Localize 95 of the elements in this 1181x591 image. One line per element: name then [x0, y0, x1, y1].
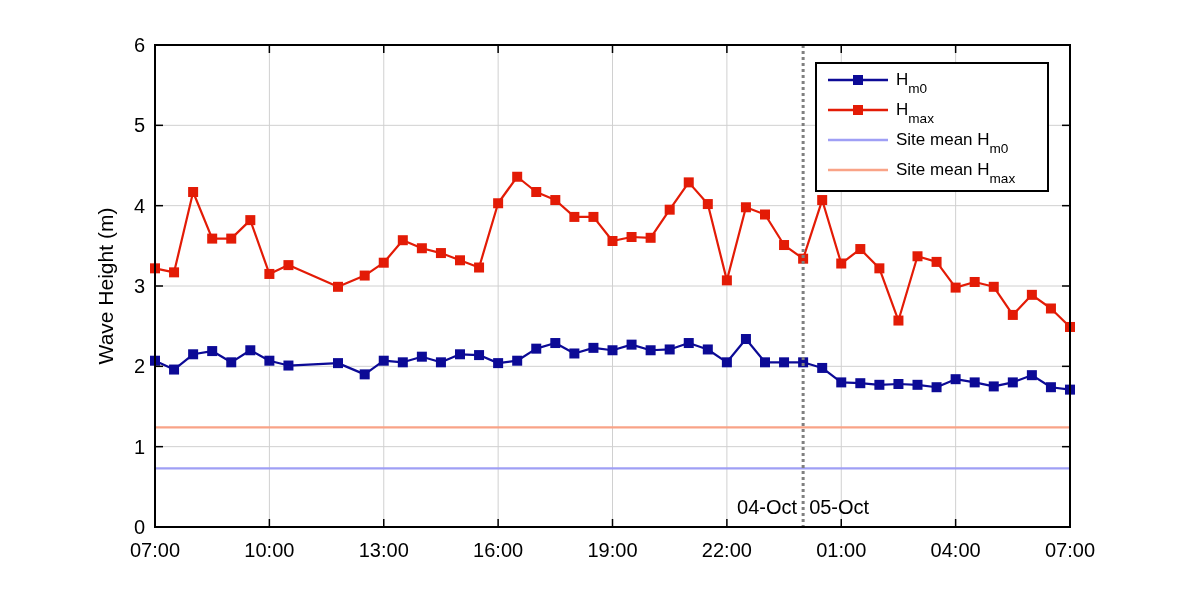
point: [836, 377, 847, 388]
annotation: 04-Oct: [737, 496, 798, 518]
point: [1026, 370, 1037, 381]
point: [740, 334, 751, 345]
point: [378, 355, 389, 366]
point: [569, 211, 580, 222]
point: [397, 235, 408, 246]
point: [378, 257, 389, 268]
point: [779, 240, 790, 251]
point: [893, 315, 904, 326]
point: [435, 248, 446, 259]
point: [474, 350, 485, 361]
y-tick-label: 0: [133, 516, 145, 538]
point: [912, 251, 923, 262]
point: [683, 177, 694, 188]
point: [626, 339, 637, 350]
point: [435, 357, 446, 368]
y-tick-label: 6: [133, 34, 145, 56]
point: [416, 351, 427, 362]
point: [359, 369, 370, 380]
point: [969, 276, 980, 287]
point: [912, 379, 923, 390]
point: [416, 243, 427, 254]
point: [874, 379, 885, 390]
point: [760, 209, 770, 220]
point: [512, 171, 523, 182]
point: [760, 357, 770, 368]
point: [855, 244, 866, 255]
point: [817, 362, 828, 373]
point: [588, 342, 599, 353]
point: [359, 270, 370, 281]
y-axis-title: Wave Height (m): [94, 207, 117, 365]
x-tick-label: 01:00: [816, 539, 867, 561]
point: [474, 262, 485, 273]
point: [988, 381, 999, 392]
point: [645, 345, 656, 356]
point: [836, 258, 847, 269]
point: [550, 338, 561, 349]
y-tick-label: 2: [133, 355, 145, 378]
point: [607, 236, 618, 247]
point: [493, 358, 504, 369]
legend-label: H$_{m0}$: [896, 70, 928, 96]
point: [588, 211, 599, 222]
point: [721, 357, 732, 368]
point: [931, 256, 942, 267]
point: [683, 338, 694, 349]
point: [1026, 289, 1037, 300]
point: [702, 344, 713, 355]
x-tick-label: 13:00: [358, 539, 409, 561]
point: [893, 379, 904, 390]
point: [740, 202, 751, 213]
point: [969, 377, 980, 388]
point: [455, 255, 465, 266]
x-tick-label: 07:00: [1044, 539, 1096, 561]
legend-label: Site mean H$_{max}$: [896, 160, 1016, 186]
point: [626, 232, 637, 242]
point: [1007, 309, 1018, 320]
point: [531, 187, 542, 198]
point: [664, 204, 675, 215]
y-tick-label: 5: [133, 114, 145, 137]
annotation: 05-Oct: [809, 496, 870, 518]
y-tick-label: 4: [133, 194, 145, 217]
x-tick-label: 16:00: [473, 539, 524, 561]
y-tick-label: 3: [133, 275, 145, 297]
y-tick-label: 1: [133, 435, 145, 458]
point: [664, 344, 675, 355]
x-tick-label: 22:00: [701, 539, 752, 561]
point: [950, 374, 961, 385]
point: [1045, 303, 1056, 314]
point: [874, 263, 885, 274]
point: [988, 281, 999, 292]
legend-label: Site mean H$_{m0}$: [896, 130, 1009, 156]
point: [397, 357, 408, 368]
point: [1045, 382, 1056, 393]
point: [645, 232, 656, 243]
point: [1007, 377, 1018, 388]
point: [817, 195, 828, 206]
point: [931, 382, 942, 393]
point: [493, 198, 504, 209]
point: [779, 357, 790, 368]
x-tick-label: 07:00: [129, 539, 181, 561]
point: [702, 199, 713, 210]
x-tick-label: 19:00: [587, 539, 638, 561]
point: [607, 345, 618, 356]
point: [721, 275, 732, 286]
x-tick-label: 04:00: [930, 539, 981, 561]
legend-label: H$_{max}$: [896, 100, 935, 126]
point: [531, 343, 542, 354]
point: [550, 195, 561, 206]
point: [569, 348, 580, 359]
x-tick-label: 10:00: [244, 539, 295, 561]
point: [950, 282, 961, 293]
point: [855, 378, 866, 389]
point: [512, 355, 523, 366]
point: [455, 349, 465, 360]
